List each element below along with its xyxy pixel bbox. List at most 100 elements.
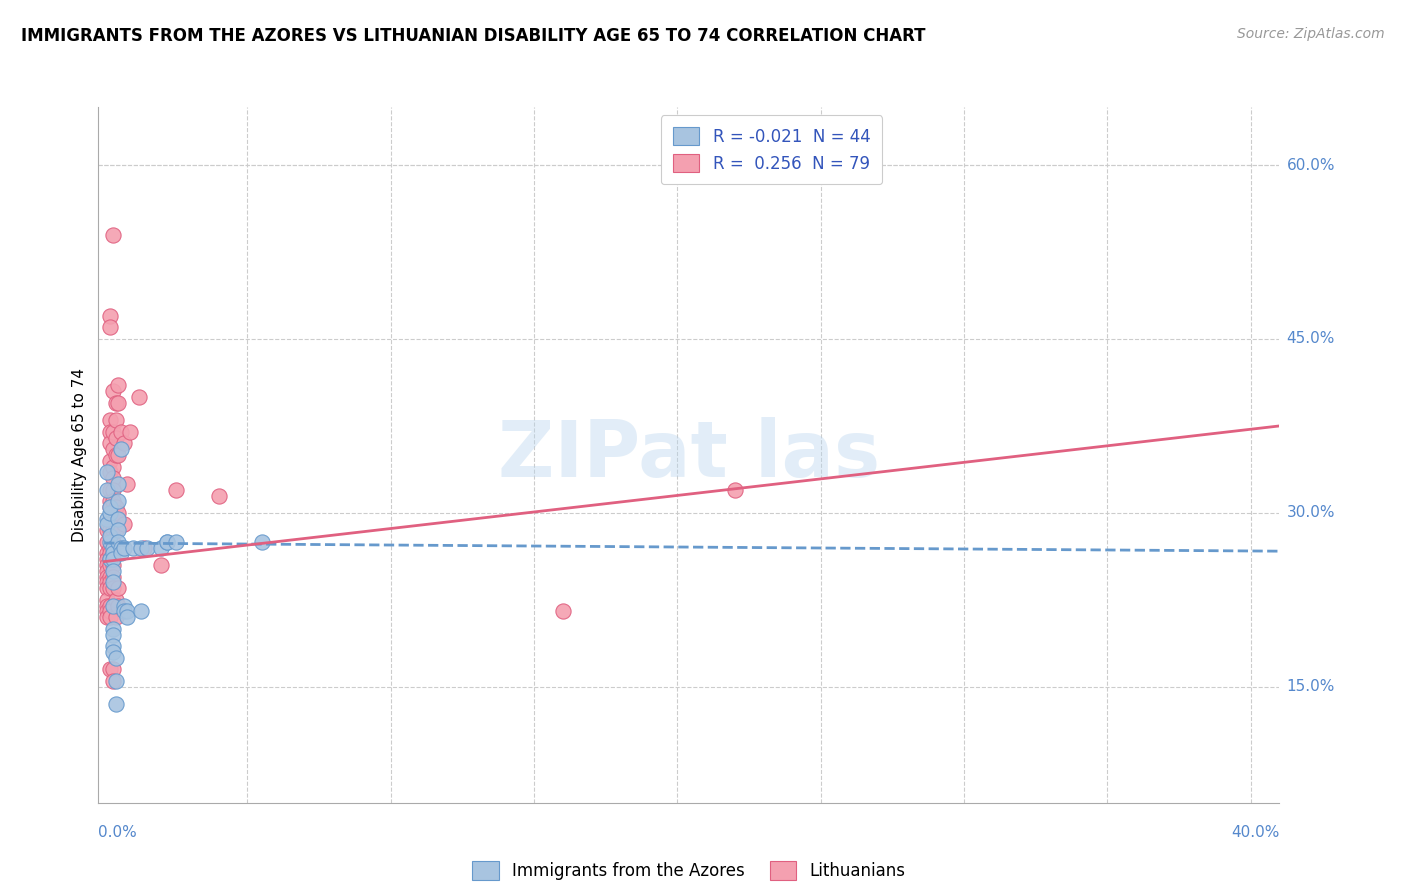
Point — [96, 570, 118, 584]
Point — [101, 582, 124, 596]
Point — [150, 541, 173, 555]
Point — [101, 483, 124, 497]
Point — [101, 511, 124, 525]
Y-axis label: Disability Age 65 to 74: Disability Age 65 to 74 — [72, 368, 87, 542]
Point — [98, 453, 121, 467]
Point — [104, 610, 127, 624]
Point — [96, 466, 118, 480]
Point — [165, 483, 187, 497]
Point — [156, 534, 179, 549]
Point — [101, 442, 124, 456]
Point — [112, 517, 135, 532]
Point — [107, 599, 129, 613]
Point — [110, 546, 132, 561]
Point — [104, 448, 127, 462]
Point — [118, 425, 141, 439]
Legend: Immigrants from the Azores, Lithuanians: Immigrants from the Azores, Lithuanians — [464, 853, 914, 888]
Point — [112, 605, 135, 619]
Point — [107, 582, 129, 596]
Point — [104, 511, 127, 525]
Text: Source: ZipAtlas.com: Source: ZipAtlas.com — [1237, 27, 1385, 41]
Point — [101, 384, 124, 398]
Point — [101, 662, 124, 676]
Point — [96, 552, 118, 566]
Point — [98, 534, 121, 549]
Point — [107, 378, 129, 392]
Point — [101, 552, 124, 566]
Point — [101, 674, 124, 689]
Point — [101, 523, 124, 537]
Point — [96, 546, 118, 561]
Point — [101, 459, 124, 474]
Point — [107, 395, 129, 409]
Point — [101, 639, 124, 653]
Point — [101, 471, 124, 485]
Point — [101, 570, 124, 584]
Point — [98, 436, 121, 450]
Point — [101, 622, 124, 636]
Point — [101, 494, 124, 508]
Point — [131, 541, 153, 555]
Text: 60.0%: 60.0% — [1286, 158, 1334, 172]
Text: IMMIGRANTS FROM THE AZORES VS LITHUANIAN DISABILITY AGE 65 TO 74 CORRELATION CHA: IMMIGRANTS FROM THE AZORES VS LITHUANIAN… — [21, 27, 925, 45]
Point — [165, 534, 187, 549]
Point — [104, 698, 127, 712]
Point — [112, 599, 135, 613]
Point — [96, 534, 118, 549]
Point — [101, 599, 124, 613]
Point — [98, 413, 121, 427]
Point — [101, 546, 124, 561]
Point — [96, 517, 118, 532]
Point — [101, 558, 124, 573]
Point — [104, 395, 127, 409]
Point — [98, 552, 121, 566]
Point — [98, 575, 121, 590]
Point — [98, 582, 121, 596]
Point — [98, 483, 121, 497]
Point — [98, 425, 121, 439]
Point — [112, 436, 135, 450]
Point — [98, 546, 121, 561]
Point — [98, 500, 121, 514]
Point — [96, 483, 118, 497]
Point — [96, 599, 118, 613]
Point — [96, 564, 118, 578]
Point — [104, 500, 127, 514]
Point — [101, 227, 124, 242]
Point — [121, 541, 143, 555]
Point — [96, 605, 118, 619]
Point — [98, 309, 121, 323]
Point — [128, 390, 150, 404]
Point — [104, 651, 127, 665]
Point — [104, 592, 127, 607]
Point — [98, 320, 121, 334]
Point — [150, 558, 173, 573]
Point — [101, 534, 124, 549]
Point — [107, 448, 129, 462]
Point — [107, 506, 129, 520]
Point — [98, 466, 121, 480]
Point — [110, 541, 132, 555]
Point — [98, 523, 121, 537]
Point — [104, 413, 127, 427]
Point — [96, 582, 118, 596]
Point — [96, 511, 118, 525]
Point — [115, 610, 138, 624]
Point — [98, 605, 121, 619]
Point — [101, 628, 124, 642]
Point — [98, 541, 121, 555]
Point — [96, 558, 118, 573]
Text: 15.0%: 15.0% — [1286, 680, 1334, 694]
Point — [107, 476, 129, 491]
Point — [101, 425, 124, 439]
Point — [107, 534, 129, 549]
Point — [136, 541, 159, 555]
Point — [101, 575, 124, 590]
Text: 40.0%: 40.0% — [1232, 825, 1279, 840]
Point — [98, 610, 121, 624]
Point — [115, 476, 138, 491]
Point — [96, 523, 118, 537]
Point — [131, 605, 153, 619]
Point — [104, 674, 127, 689]
Point — [107, 511, 129, 525]
